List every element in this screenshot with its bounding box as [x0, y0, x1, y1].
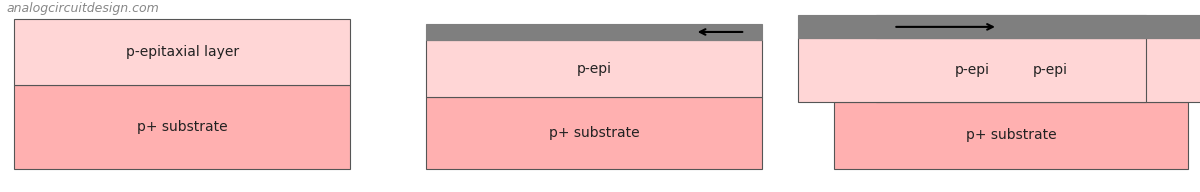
Bar [798, 15, 1146, 38]
Text: analogcircuitdesign.com: analogcircuitdesign.com [6, 2, 158, 15]
Text: p-epi: p-epi [576, 62, 612, 76]
Bar [876, 15, 1200, 38]
Bar [798, 38, 1146, 102]
Bar [14, 85, 350, 169]
Text: p-epi: p-epi [954, 63, 990, 77]
Bar [14, 19, 350, 85]
Bar [834, 102, 1188, 169]
Text: p+ substrate: p+ substrate [137, 120, 228, 134]
Text: p-epitaxial layer: p-epitaxial layer [126, 45, 239, 59]
Text: p-epi: p-epi [1032, 63, 1068, 77]
Bar [426, 40, 762, 97]
Text: p+ substrate: p+ substrate [548, 126, 640, 140]
Bar [426, 24, 762, 40]
Text: p+ substrate: p+ substrate [966, 128, 1056, 142]
Bar [426, 97, 762, 169]
Bar [876, 38, 1200, 102]
